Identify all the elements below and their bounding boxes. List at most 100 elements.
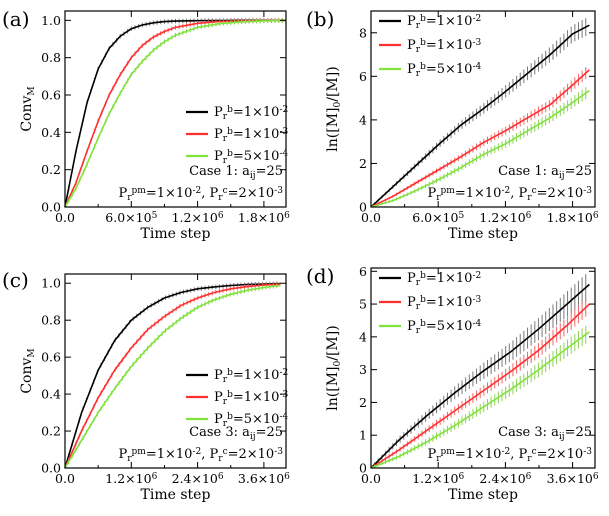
legend-label: Prb=1×10-2 <box>214 368 288 385</box>
series-2 <box>370 298 590 469</box>
y-tick-label: 0.8 <box>41 50 61 65</box>
panel-c: (c) 0.0 1.2×106 2.4×106 3.6×106 0.0 0.2 0.4 0.6 0… <box>2 268 290 503</box>
case-line-2: Prpm=1×10-2, Prc=2×10-3 <box>427 186 592 203</box>
legend-label: Prb=1×10-3 <box>407 295 481 312</box>
case-annotation: Case 1: aij=25 Prpm=1×10-2, Prc=2×10-3 <box>427 164 592 203</box>
plot-frame <box>370 10 596 208</box>
case-line-1: Case 3: aij=25 <box>189 425 283 442</box>
x-axis-label: Time step <box>448 226 518 242</box>
y-tick-label: 0.6 <box>41 350 61 365</box>
y-tick-label: 1 <box>359 428 367 443</box>
x-tick-label: 6.0×105 <box>105 210 157 225</box>
legend-label: Prb=1×10-3 <box>407 38 481 55</box>
series-2 <box>64 282 281 469</box>
y-tick-label: 6 <box>359 69 367 84</box>
case-annotation: Case 3: aij=25 Prpm=1×10-2, Prc=2×10-3 <box>427 425 592 464</box>
x-axis-label: Time step <box>448 487 518 503</box>
x-tick-label: 3.6×106 <box>238 471 290 486</box>
x-tick-label: 0.0 <box>361 471 381 486</box>
y-axis-label: ConvM <box>19 86 37 131</box>
panel-label: (c) <box>2 268 29 292</box>
panel-label: (a) <box>2 7 30 31</box>
y-tick-label: 0.4 <box>41 125 61 140</box>
series-line <box>64 283 281 469</box>
panel-d: (d) 0.0 1.2×106 2.4×106 3.6×106 0 1 2 3 4 5 6 Time s… <box>306 264 599 503</box>
y-tick-label: 4 <box>359 329 367 344</box>
series-line <box>64 282 281 469</box>
panel-label: (d) <box>306 264 334 288</box>
y-tick-label: 4 <box>359 112 367 127</box>
legend: Prb=1×10-2 Prb=1×10-3 Prb=5×10-4 <box>186 368 288 429</box>
series-line <box>370 283 590 469</box>
x-tick-label: 0.0 <box>55 210 75 225</box>
series-1 <box>370 274 590 469</box>
legend-label: Prb=1×10-2 <box>407 271 481 288</box>
y-tick-label: 8 <box>359 25 367 40</box>
plot-frame <box>64 273 287 469</box>
y-tick-label: 0.6 <box>41 88 61 103</box>
x-tick-label: 2.4×106 <box>479 471 531 486</box>
x-tick-label: 0.0 <box>361 210 381 225</box>
x-axis-label: Time step <box>141 487 211 503</box>
x-tick-label: 3.6×106 <box>547 471 599 486</box>
case-line-1: Case 1: aij=25 <box>498 164 592 181</box>
legend: Prb=1×10-2 Prb=1×10-3 Prb=5×10-4 <box>186 105 288 166</box>
series-1 <box>370 18 590 208</box>
y-tick-label: 5 <box>359 297 367 312</box>
case-annotation: Case 1: aij=25 Prpm=1×10-2, Prc=2×10-3 <box>118 164 283 203</box>
y-axis-label: ln([M]0/[M]) <box>325 325 343 410</box>
legend: Prb=1×10-2 Prb=1×10-3 Prb=5×10-4 <box>379 14 481 79</box>
series-line <box>64 19 287 208</box>
legend-label: Prb=5×10-4 <box>214 149 288 166</box>
series-2 <box>370 67 590 208</box>
legend-label: Prb=1×10-3 <box>214 390 288 407</box>
panel-b: (b) 0.0 6.0×105 1.2×106 1.8×106 0 2 4 6 8 Time ste… <box>306 7 599 242</box>
case-annotation: Case 3: aij=25 Prpm=1×10-2, Prc=2×10-3 <box>118 425 283 464</box>
series-3 <box>370 325 590 469</box>
x-tick-label: 2.4×106 <box>172 471 224 486</box>
x-tick-label: 1.8×106 <box>238 210 290 225</box>
y-tick-label: 0 <box>359 461 367 476</box>
x-tick-label: 1.2×106 <box>412 471 464 486</box>
y-tick-label: 2 <box>359 395 367 410</box>
x-tick-label: 0.0 <box>55 471 75 486</box>
legend-label: Prb=5×10-4 <box>407 319 481 336</box>
series-line <box>370 69 590 208</box>
series-3 <box>64 18 287 208</box>
panel-a: (a) 0.0 6.0×105 1.2×106 1.8×106 0.0 0.2 0.4 0.6 0… <box>2 7 290 242</box>
series-line <box>64 284 281 469</box>
case-line-1: Case 1: aij=25 <box>189 164 283 181</box>
series-line <box>370 303 590 469</box>
legend-label: Prb=5×10-4 <box>214 412 288 429</box>
series-3 <box>64 283 281 469</box>
legend-label: Prb=5×10-4 <box>407 62 481 79</box>
x-tick-label: 1.8×106 <box>547 210 599 225</box>
y-tick-label: 0 <box>359 200 367 215</box>
y-tick-label: 0.8 <box>41 313 61 328</box>
y-tick-label: 0.0 <box>41 200 61 215</box>
series-line <box>370 331 590 469</box>
y-tick-label: 1.0 <box>41 276 61 291</box>
y-tick-label: 1.0 <box>41 13 61 28</box>
y-tick-label: 2 <box>359 156 367 171</box>
series-line <box>370 89 590 208</box>
y-axis-label: ConvM <box>19 348 37 393</box>
case-line-2: Prpm=1×10-2, Prc=2×10-3 <box>118 447 283 464</box>
legend-label: Prb=1×10-2 <box>214 105 288 122</box>
x-tick-label: 1.2×106 <box>105 471 157 486</box>
y-tick-label: 0.2 <box>41 424 61 439</box>
plot-frame <box>370 267 596 469</box>
panel-label: (b) <box>306 7 334 31</box>
y-tick-label: 0.0 <box>41 461 61 476</box>
case-line-2: Prpm=1×10-2, Prc=2×10-3 <box>427 447 592 464</box>
plot-frame <box>64 10 287 208</box>
legend: Prb=1×10-2 Prb=1×10-3 Prb=5×10-4 <box>379 271 481 336</box>
y-tick-label: 6 <box>359 264 367 279</box>
series-3 <box>370 87 590 208</box>
x-tick-label: 6.0×105 <box>412 210 464 225</box>
y-tick-label: 0.2 <box>41 162 61 177</box>
y-tick-label: 3 <box>359 362 367 377</box>
x-tick-label: 1.2×106 <box>479 210 531 225</box>
legend-label: Prb=1×10-3 <box>214 127 288 144</box>
